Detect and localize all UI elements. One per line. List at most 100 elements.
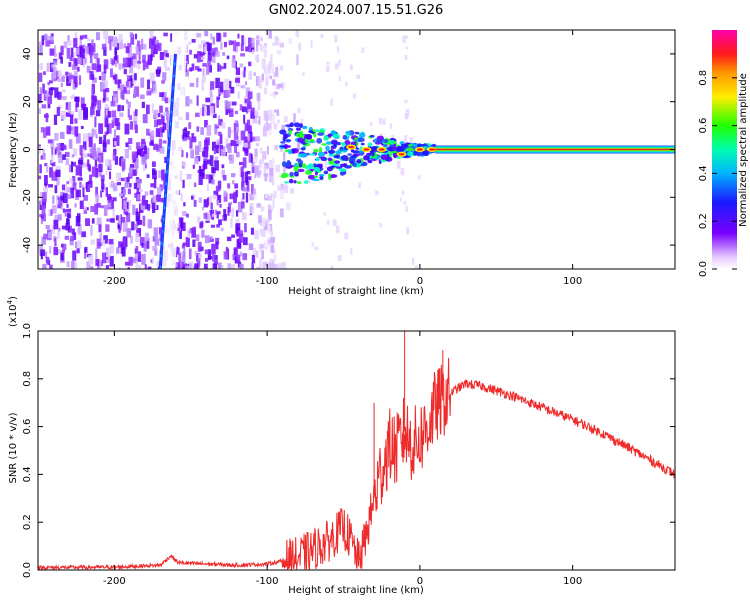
spectrogram-blob-cell: [349, 161, 354, 164]
spectrogram-cell: [113, 96, 117, 107]
spectrogram-cell: [121, 247, 126, 257]
spectrogram-cell: [112, 197, 117, 202]
spectrogram-cell: [125, 46, 130, 54]
spectrogram-blob-cell: [318, 173, 325, 177]
spectrogram-cell: [272, 196, 275, 208]
spectrogram-cell: [212, 213, 216, 217]
spectrogram-cell: [79, 38, 82, 49]
spectrogram-cell: [216, 96, 220, 100]
spectrogram-cell: [112, 36, 118, 47]
spectrogram-cell: [404, 99, 408, 104]
spectrogram-cell: [134, 124, 138, 134]
spectrogram-cell: [91, 166, 97, 177]
spectrogram-blob-cell: [332, 133, 340, 139]
spectrogram-cell: [57, 214, 62, 221]
spectrogram-cell: [95, 186, 99, 197]
spectrogram-blob-cell: [300, 153, 308, 158]
spectrogram-cell: [244, 171, 249, 183]
spectrogram-cell: [144, 191, 149, 196]
spectrogram-cell: [83, 44, 86, 49]
spectrogram-cell: [280, 208, 284, 218]
spectrogram-cell: [206, 105, 210, 116]
spectrogram-cell: [128, 138, 133, 145]
spectrogram-cell: [77, 177, 83, 181]
spectrogram-cell: [249, 202, 254, 214]
spectrogram-cell: [405, 109, 410, 117]
spectrogram-cell: [42, 263, 47, 269]
spectrogram-cell: [256, 203, 261, 208]
spectrogram-cell: [265, 245, 268, 250]
spectrogram-node-core: [348, 145, 355, 149]
spectrogram-cell: [42, 192, 47, 203]
spectrogram-blob-cell: [352, 150, 360, 154]
spectrogram-cell: [200, 56, 206, 61]
spectrogram-blob-cell: [400, 143, 408, 148]
spectrogram-blob-cell: [323, 135, 329, 141]
spectrogram-cell: [246, 108, 249, 114]
spectrogram-blob-cell: [356, 159, 362, 164]
spectrogram-cell: [405, 205, 408, 213]
spectrogram-cell: [40, 217, 43, 224]
spectrogram-cell: [46, 126, 51, 136]
spectrogram-cell: [91, 88, 95, 100]
spectrogram-cell: [269, 168, 274, 177]
spectrogram-blob-cell: [386, 147, 394, 151]
spectrogram-cell: [240, 53, 246, 57]
spectrogram-cell: [265, 76, 269, 84]
spectrogram-cell: [131, 221, 135, 231]
spectrogram-cell: [242, 193, 245, 200]
spectrogram-cell: [232, 140, 236, 146]
spectrogram-blob-cell: [299, 130, 304, 136]
spectrogram-cell: [112, 137, 118, 142]
spectrogram-cell: [246, 119, 251, 131]
spectrogram-cell: [182, 133, 187, 142]
spectrogram-cell: [96, 64, 102, 72]
spectrogram-cell: [39, 87, 42, 96]
spectrogram-y-tick-label: -20: [22, 189, 33, 205]
spectrogram-blob-cell: [293, 122, 301, 128]
spectrogram-cell: [180, 135, 185, 140]
spectrogram-cell: [397, 160, 401, 169]
spectrogram-cell: [81, 48, 85, 58]
spectrogram-cell: [53, 247, 58, 256]
spectrogram-cell: [239, 263, 244, 269]
spectrogram-cell: [44, 163, 48, 167]
spectrogram-cell: [261, 217, 266, 227]
spectrogram-cell: [261, 229, 266, 238]
spectrogram-cell: [105, 88, 110, 93]
spectrogram-cell: [83, 208, 88, 214]
spectrogram-cell: [73, 37, 78, 48]
spectrogram-cell: [38, 72, 43, 82]
spectrogram-blob-cell: [332, 163, 340, 167]
spectrogram-cell: [56, 143, 61, 153]
spectrogram-cell: [180, 193, 183, 201]
spectrogram-cell: [142, 215, 146, 227]
spectrogram-cell: [43, 186, 48, 193]
spectrogram-cell: [140, 151, 145, 157]
spectrogram-cell: [74, 126, 79, 137]
spectrogram-cell: [222, 52, 226, 56]
spectrogram-cell: [98, 136, 103, 145]
spectrogram-blob-cell: [422, 151, 430, 157]
spectrogram-cell: [250, 153, 253, 163]
spectrogram-blob-cell: [360, 142, 365, 146]
spectrogram-cell: [177, 227, 181, 231]
spectrogram-cell: [202, 75, 206, 83]
spectrogram-cell: [120, 217, 126, 223]
spectrogram-cell: [92, 77, 97, 83]
spectrogram-cell: [61, 76, 65, 82]
spectrogram-cell: [54, 87, 59, 98]
spectrogram-cell: [216, 224, 220, 228]
spectrogram-cell: [73, 71, 78, 76]
spectrogram-blob-cell: [308, 130, 314, 134]
spectrogram-cell: [43, 233, 48, 240]
spectrogram-cell: [71, 228, 75, 235]
spectrogram-cell: [206, 42, 212, 52]
spectrogram-cell: [240, 130, 246, 141]
spectrogram-cell: [95, 167, 98, 178]
spectrogram-cell: [270, 193, 274, 197]
spectrogram-cell: [40, 214, 44, 219]
spectrogram-cell: [256, 35, 260, 40]
spectrogram-cell: [87, 180, 93, 188]
spectrogram-cell: [185, 96, 190, 107]
